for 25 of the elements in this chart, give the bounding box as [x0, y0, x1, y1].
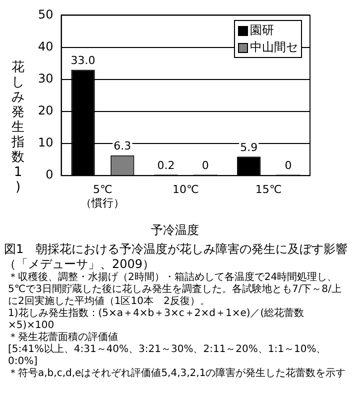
x-tick-label: 5℃ （慣行） [80, 183, 125, 210]
y-tick-label: 20 [38, 104, 54, 118]
x-tick-label: 15℃ [255, 183, 282, 196]
y-tick-label: 50 [38, 7, 54, 22]
y-tick-label: 0 [46, 168, 54, 182]
legend-label: 中山間セ [250, 39, 298, 56]
text: ＊収穫後、調整・水揚げ（2時間）・箱詰めして各温度で24時間処理し、5℃で3日間貯蔵した後に花しみ発生を調査した。各試験地とも7/下～8/上に2回実施した平均値（1区10本 2反復）。 [7, 272, 342, 308]
text: ＊符号a,b,c,d,eはそれぞれ評価値5,4,3,2,1の障害が発生した花蕾数を示す [7, 368, 347, 380]
data-label: 5.9 [240, 141, 258, 154]
data-label: 0 [202, 158, 209, 172]
y-tick-label: 30 [38, 71, 54, 86]
y-tick-label: 40 [38, 39, 54, 54]
x-tick-label: 10℃ [172, 183, 199, 196]
data-label: 33.0 [70, 54, 96, 68]
data-label: 6.3 [114, 140, 132, 153]
text: 1)花しみ発生指数：(5×a＋4×b＋3×c＋2×d＋1×e)／(総花蕾数×5)×100 [7, 308, 306, 332]
legend-label: 園研 [250, 22, 274, 39]
data-label: 0 [284, 158, 292, 172]
text: 図1 朝採花における予冷温度が花しみ障害の発生に及ぼす影響（「メデューサ」、2009） [3, 241, 349, 272]
text: 花しみ発生指数1) [12, 60, 24, 195]
x-axis-title: 予冷温度 [150, 222, 200, 239]
text: [5:41%以上、4:31～40%、3:21～30%、2:11～20%、1:1～10%、0:0%] [7, 344, 328, 368]
data-label: 0.2 [157, 158, 175, 172]
text: ＊発生花蕾面積の評価値 [7, 332, 119, 344]
y-tick-label: 10 [38, 136, 54, 150]
